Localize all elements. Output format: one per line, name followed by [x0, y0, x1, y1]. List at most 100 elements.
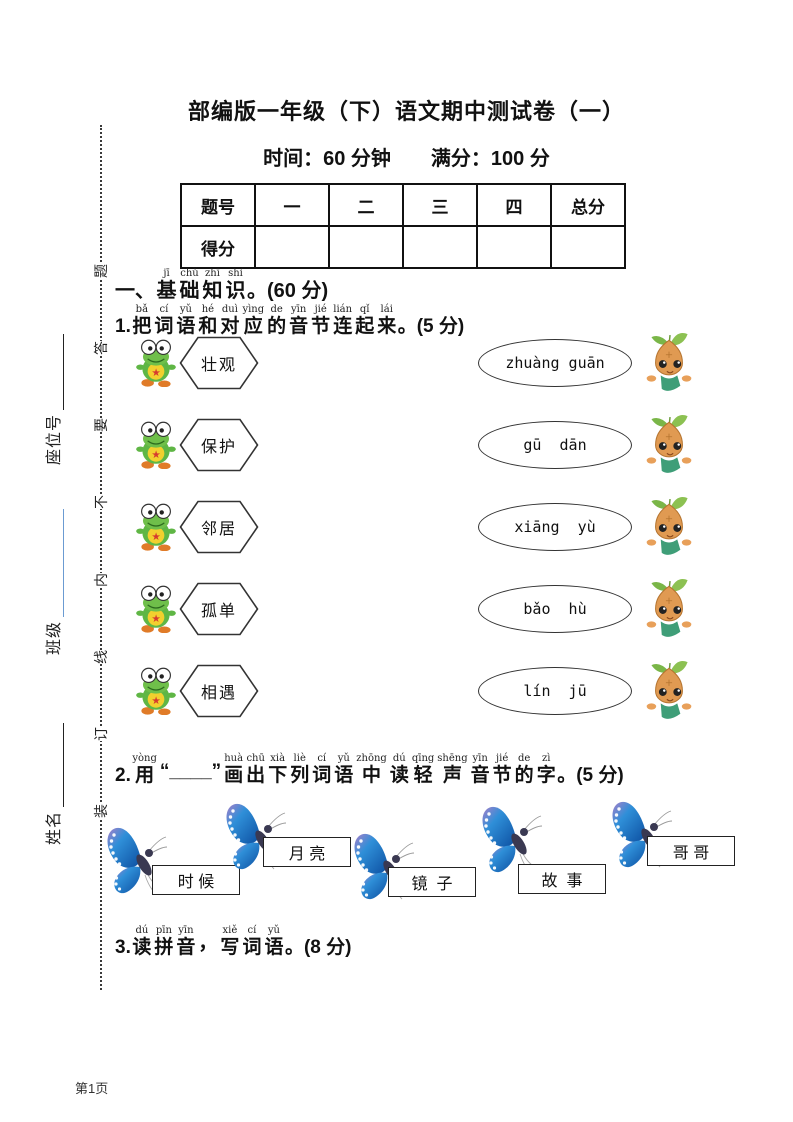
field-blank-line[interactable]: [61, 722, 64, 807]
binding-dotted-line: [100, 125, 102, 990]
word-hexagon[interactable]: 保护: [179, 418, 259, 472]
match-word: 壮观: [200, 357, 237, 374]
score-cell[interactable]: [550, 225, 626, 269]
q1-match-row: ★ 壮观 zhuàng guān: [115, 322, 692, 404]
hexagon-outline: [179, 582, 259, 636]
hexagon-outline: [179, 500, 259, 554]
binding-char: 不: [90, 495, 112, 510]
pinyin: xià: [270, 753, 286, 764]
pinyin: shí: [228, 268, 243, 279]
q2-word-box[interactable]: 时 候: [152, 865, 240, 895]
hanzi: “____”: [159, 761, 222, 782]
field-label: 座位号: [46, 413, 63, 465]
pinyin: xiě: [222, 925, 238, 936]
score-table-header-cell: 一: [254, 183, 330, 227]
pinyin: bǎ: [135, 304, 149, 315]
word-hexagon[interactable]: 相遇: [179, 664, 259, 718]
sprout-mascot-icon: [646, 579, 692, 637]
pinyin-oval[interactable]: gū dān: [478, 421, 632, 469]
pinyin: yǔ: [179, 304, 192, 315]
pinyin-oval[interactable]: bǎo hù: [478, 585, 632, 633]
pinyin: hé: [201, 304, 215, 315]
hanzi: 用: [135, 765, 155, 786]
pinyin-oval[interactable]: lín jū: [478, 667, 632, 715]
score-cell[interactable]: [402, 225, 478, 269]
hanzi: 词: [312, 765, 332, 786]
score-table-header-row: 题号一二三四总分: [180, 183, 626, 227]
student-info-field: 班级: [42, 508, 64, 655]
hanzi: 音: [289, 316, 309, 337]
word-hexagon[interactable]: 孤单: [179, 582, 259, 636]
field-blank-line[interactable]: [61, 333, 64, 410]
field-blank-line[interactable]: [61, 508, 64, 617]
pinyin: duì: [221, 304, 238, 315]
q3-score: 。(8 分): [284, 937, 352, 958]
svg-text:★: ★: [151, 368, 160, 379]
match-word: 相遇: [200, 685, 237, 702]
hanzi: 应: [243, 316, 263, 337]
hanzi: 语: [264, 937, 284, 958]
hanzi: 出: [246, 765, 266, 786]
word-hexagon[interactable]: 壮观: [179, 336, 259, 390]
hexagon-outline: [179, 664, 259, 718]
hanzi: 础: [179, 280, 200, 302]
q2-word-box[interactable]: 镜 子: [388, 867, 476, 897]
hanzi: 中: [362, 765, 382, 786]
pinyin: yīn: [178, 925, 194, 936]
pinyin: zhī: [205, 268, 220, 279]
hanzi: 对: [220, 316, 240, 337]
binding-char: 要: [90, 418, 112, 433]
frog-mascot-icon: ★: [136, 585, 176, 633]
butterfly-icon: [107, 827, 167, 894]
hanzi: ，: [198, 933, 218, 954]
pinyin: zì: [541, 753, 551, 764]
score-table-header-cell: 三: [402, 183, 478, 227]
match-word: 孤单: [200, 603, 237, 620]
hanzi: 音: [470, 765, 490, 786]
score-cell[interactable]: [476, 225, 552, 269]
pinyin-oval[interactable]: zhuàng guān: [478, 339, 632, 387]
match-word: 邻居: [200, 521, 237, 538]
pinyin: de: [270, 304, 283, 315]
pinyin: shēng: [437, 753, 468, 764]
hanzi: 轻: [413, 765, 433, 786]
binding-char: 题: [90, 264, 112, 278]
word-hexagon[interactable]: 邻居: [179, 500, 259, 554]
q2-word-box[interactable]: 月 亮: [263, 837, 351, 867]
hanzi: 把: [132, 316, 152, 337]
q1-match-row: ★ 保护 gū dān: [115, 404, 692, 486]
binding-char: 订: [90, 726, 112, 741]
frog-mascot-icon: ★: [136, 421, 176, 469]
hanzi: 音: [176, 937, 196, 958]
pinyin: yīn: [472, 753, 488, 764]
hanzi: 的: [514, 765, 534, 786]
q1-match-row: ★ 邻居 xiāng yù: [115, 486, 692, 568]
hanzi: 基: [156, 280, 177, 302]
q2-word-area: 时 候: [95, 795, 755, 927]
student-info-field: 座位号: [42, 333, 64, 465]
pinyin: huà: [224, 753, 244, 764]
q2-word-box[interactable]: 哥 哥: [647, 836, 735, 866]
q2-word-box[interactable]: 故 事: [518, 864, 606, 894]
hanzi: 节: [311, 316, 331, 337]
score-cell[interactable]: [254, 225, 330, 269]
binding-char: 内: [90, 572, 112, 587]
q3-number: 3.: [115, 937, 131, 958]
score-cell[interactable]: [328, 225, 404, 269]
pinyin: lái: [380, 304, 393, 315]
pinyin: yīn: [291, 304, 307, 315]
q3-title-chars: dú 读 pīn 拼 yīn 音， xiě 写 cí 词 yǔ 语: [131, 920, 285, 959]
frog-mascot-icon: ★: [136, 503, 176, 551]
hanzi: 写: [220, 937, 240, 958]
score-table: 题号一二三四总分 得分: [180, 183, 626, 269]
pinyin: zhōng: [356, 753, 387, 764]
hanzi: 识: [225, 280, 246, 302]
pinyin: chū: [246, 753, 265, 764]
q2-score: 。(5 分): [557, 765, 624, 786]
hanzi: 的: [267, 316, 287, 337]
pinyin-oval[interactable]: xiāng yù: [478, 503, 632, 551]
sprout-mascot-icon: [646, 333, 692, 391]
field-label: 班级: [46, 620, 63, 655]
score-table-header-cell: 四: [476, 183, 552, 227]
